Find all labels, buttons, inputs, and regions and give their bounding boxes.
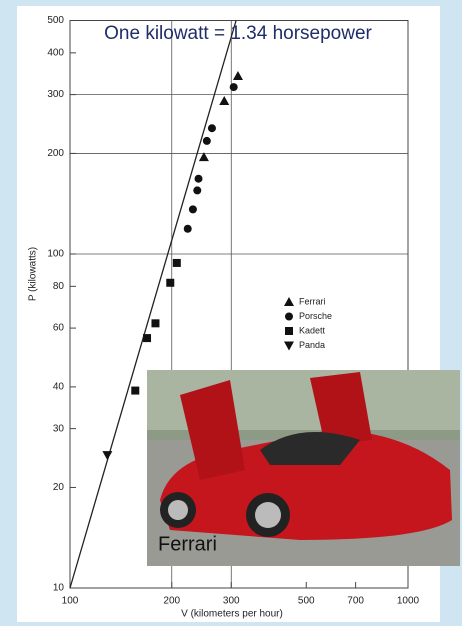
point (198, 152, 209, 162)
plot-frame (69, 20, 409, 589)
fit-line (69, 20, 237, 589)
legend-label: Kadett (299, 325, 326, 335)
point (151, 319, 160, 328)
legend-marker (284, 341, 294, 351)
x-tick-label: 200 (163, 596, 180, 607)
legend-marker (285, 312, 293, 321)
y-tick-label: 200 (47, 148, 64, 159)
y-tick-label: 10 (53, 583, 65, 594)
x-tick-label: 1000 (397, 596, 420, 607)
car-rim (168, 500, 188, 520)
x-tick-label: 300 (223, 596, 240, 607)
legend-label: Ferrari (299, 296, 326, 306)
point (183, 224, 192, 233)
chart-title: One kilowatt = 1.34 horsepower (104, 23, 372, 44)
legend-label: Panda (299, 340, 325, 350)
x-tick-label: 100 (62, 596, 79, 607)
point (219, 96, 230, 106)
y-tick-label: 60 (53, 323, 65, 334)
car-door-right (310, 372, 372, 445)
point (131, 386, 140, 395)
point (143, 334, 152, 343)
point (232, 71, 243, 81)
y-tick-label: 40 (53, 382, 65, 393)
car-rim (255, 502, 281, 528)
point (194, 174, 203, 183)
y-tick-label: 20 (53, 482, 65, 493)
legend-marker (284, 297, 294, 306)
y-axis-label: P (kilowatts) (28, 247, 39, 301)
point (172, 258, 181, 267)
car-photo: Ferrari (147, 370, 460, 566)
y-tick-label: 400 (47, 48, 64, 59)
car-windshield (260, 432, 360, 465)
point (229, 83, 238, 92)
y-tick-label: 80 (53, 281, 65, 292)
x-axis-label: V (kilometers per hour) (181, 609, 283, 620)
legend-label: Porsche (299, 311, 332, 321)
car-door-left (180, 380, 245, 480)
point (102, 451, 113, 461)
point (166, 278, 175, 287)
y-tick-label: 30 (53, 423, 65, 434)
point (188, 205, 197, 214)
point (193, 186, 202, 195)
y-tick-label: 300 (47, 89, 64, 100)
plot-area: 10 20 30 40 60 80 100 200 300 400 500 100 200 300 500 7… (47, 15, 419, 607)
point (207, 124, 216, 133)
point (202, 136, 211, 145)
y-tick-label: 500 (47, 15, 64, 26)
y-tick-label: 100 (47, 249, 64, 260)
photo-caption: Ferrari (158, 533, 217, 555)
legend-marker (285, 327, 293, 335)
x-tick-label: 500 (298, 596, 315, 607)
x-tick-label: 700 (347, 596, 364, 607)
